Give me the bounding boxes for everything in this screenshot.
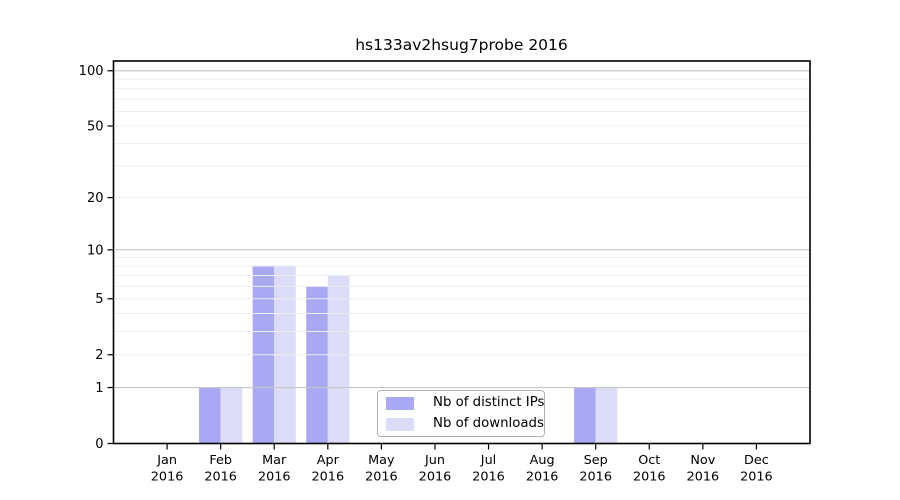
x-tick-label-year-mar: 2016 bbox=[258, 470, 291, 485]
y-tick-label-50: 50 bbox=[87, 119, 104, 134]
x-tick-label-year-may: 2016 bbox=[365, 470, 398, 485]
x-tick-label-month-oct: Oct bbox=[638, 453, 660, 468]
x-tick-label-month-apr: Apr bbox=[317, 453, 340, 468]
legend-item-downloads: Nb of downloads bbox=[386, 417, 544, 431]
x-tick-label-month-mar: Mar bbox=[262, 453, 287, 468]
legend: Nb of distinct IPs Nb of downloads bbox=[377, 390, 545, 437]
x-tick-label-year-jan: 2016 bbox=[151, 470, 184, 485]
x-tick-label-month-jan: Jan bbox=[156, 453, 177, 468]
y-tick-label-2: 2 bbox=[95, 348, 103, 363]
x-tick-label-month-nov: Nov bbox=[690, 453, 715, 468]
y-tick-label-100: 100 bbox=[79, 64, 104, 79]
chart-title: hs133av2hsug7probe 2016 bbox=[355, 36, 568, 54]
x-tick-label-year-sep: 2016 bbox=[579, 470, 612, 485]
x-tick-label-year-apr: 2016 bbox=[312, 470, 345, 485]
x-tick-label-month-may: May bbox=[368, 453, 395, 468]
bar-feb-downloads bbox=[220, 387, 243, 444]
y-tick-label-20: 20 bbox=[87, 191, 104, 206]
x-tick-label-year-aug: 2016 bbox=[526, 470, 559, 485]
x-tick-label-year-jul: 2016 bbox=[472, 470, 505, 485]
x-tick-label-month-dec: Dec bbox=[744, 453, 769, 468]
x-tick-label-month-aug: Aug bbox=[530, 453, 555, 468]
y-tick-label-1: 1 bbox=[95, 381, 103, 396]
y-tick-label-5: 5 bbox=[95, 292, 103, 307]
x-tick-label-month-jun: Jun bbox=[424, 453, 445, 468]
x-tick-label-month-sep: Sep bbox=[584, 453, 608, 468]
x-tick-label-year-feb: 2016 bbox=[204, 470, 237, 485]
x-tick-label-month-jul: Jul bbox=[480, 453, 496, 468]
bar-sep-downloads bbox=[595, 387, 618, 444]
bar-apr-distinct-ips bbox=[306, 286, 328, 444]
x-tick-label-month-feb: Feb bbox=[209, 453, 232, 468]
y-tick-label-0: 0 bbox=[95, 437, 103, 452]
x-tick-label-year-oct: 2016 bbox=[633, 470, 666, 485]
legend-swatch-distinct-ips bbox=[386, 396, 414, 410]
bar-apr-downloads bbox=[327, 275, 350, 444]
bar-feb-distinct-ips bbox=[199, 387, 221, 444]
x-tick-label-year-dec: 2016 bbox=[740, 470, 773, 485]
y-tick-label-10: 10 bbox=[87, 243, 104, 258]
x-tick-label-year-jun: 2016 bbox=[419, 470, 452, 485]
legend-label-downloads: Nb of downloads bbox=[433, 416, 544, 432]
legend-swatch-downloads bbox=[386, 417, 414, 431]
legend-label-distinct-ips: Nb of distinct IPs bbox=[433, 395, 545, 411]
legend-item-distinct-ips: Nb of distinct IPs bbox=[386, 396, 544, 410]
x-tick-label-year-nov: 2016 bbox=[687, 470, 720, 485]
bar-sep-distinct-ips bbox=[574, 387, 596, 444]
axes-box bbox=[112, 60, 811, 445]
